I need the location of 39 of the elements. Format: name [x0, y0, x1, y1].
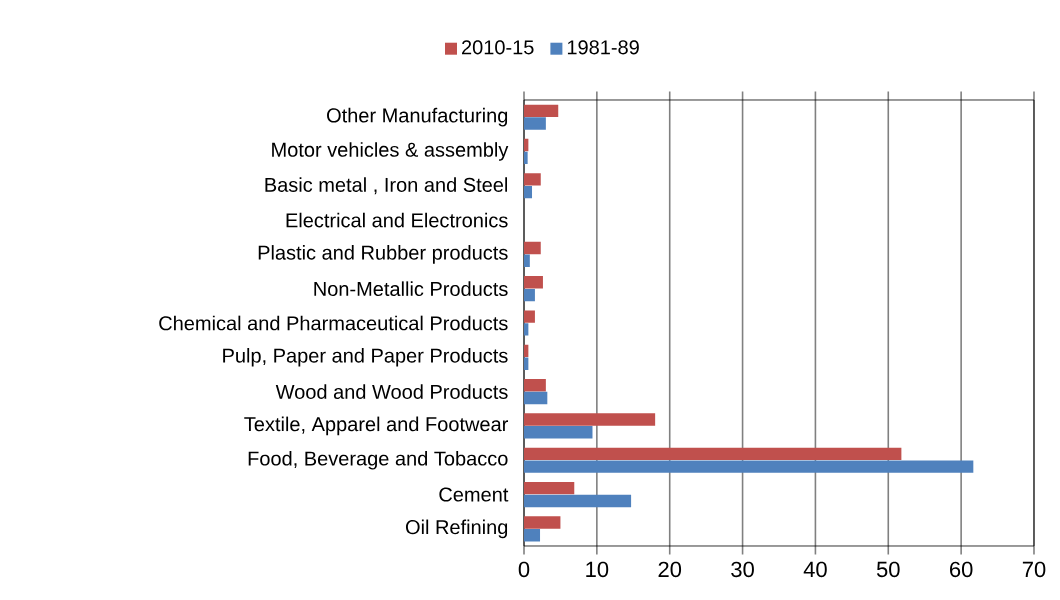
bar [524, 447, 902, 461]
bar [524, 426, 593, 439]
y-tick-label: Pulp, Paper and Paper Products [223, 347, 508, 367]
bar [524, 391, 548, 405]
x-tick-label: 0 [518, 561, 530, 578]
x-tick-label: 20 [658, 561, 682, 578]
x-tick-label: 50 [876, 561, 900, 578]
y-tick-label: Oil Refining [405, 519, 508, 539]
y-tick-label: Food, Beverage and Tobacco [248, 450, 508, 470]
y-tick-label: Motor vehicles & assembly [272, 142, 509, 161]
bar [524, 460, 974, 473]
legend-label: 1981-89 [567, 40, 639, 55]
bar [524, 494, 632, 508]
bar [524, 413, 656, 426]
bar [524, 173, 541, 186]
y-tick-label: Non-Metallic Products [314, 281, 508, 297]
bar [524, 241, 541, 255]
y-tick-label: Other Manufacturing [327, 107, 508, 127]
y-tick-label: Electrical and Electronics [286, 212, 508, 228]
bar [524, 481, 575, 495]
y-tick-label: Chemical and Pharmaceutical Products [159, 315, 508, 331]
y-tick-label: Textile, Apparel and Footwear [244, 416, 509, 436]
y-tick-label: Basic metal , Iron and Steel [265, 177, 508, 195]
bar [524, 117, 546, 130]
bar [524, 104, 559, 117]
y-tick-label: Cement [439, 487, 509, 502]
x-tick-label: 10 [586, 561, 609, 578]
y-tick-label: Wood and Wood Products [275, 384, 508, 399]
bar [524, 276, 543, 289]
bar [524, 529, 541, 542]
x-tick-label: 60 [950, 561, 973, 578]
x-tick-label: 40 [803, 561, 827, 578]
y-tick-label: Plastic and Rubber products [258, 245, 508, 264]
x-tick-label: 30 [731, 561, 754, 578]
bar [524, 310, 535, 323]
bar [524, 516, 561, 529]
x-tick-label: 70 [1022, 561, 1046, 578]
bar [524, 379, 546, 392]
legend-label: 2010-15 [462, 40, 534, 55]
